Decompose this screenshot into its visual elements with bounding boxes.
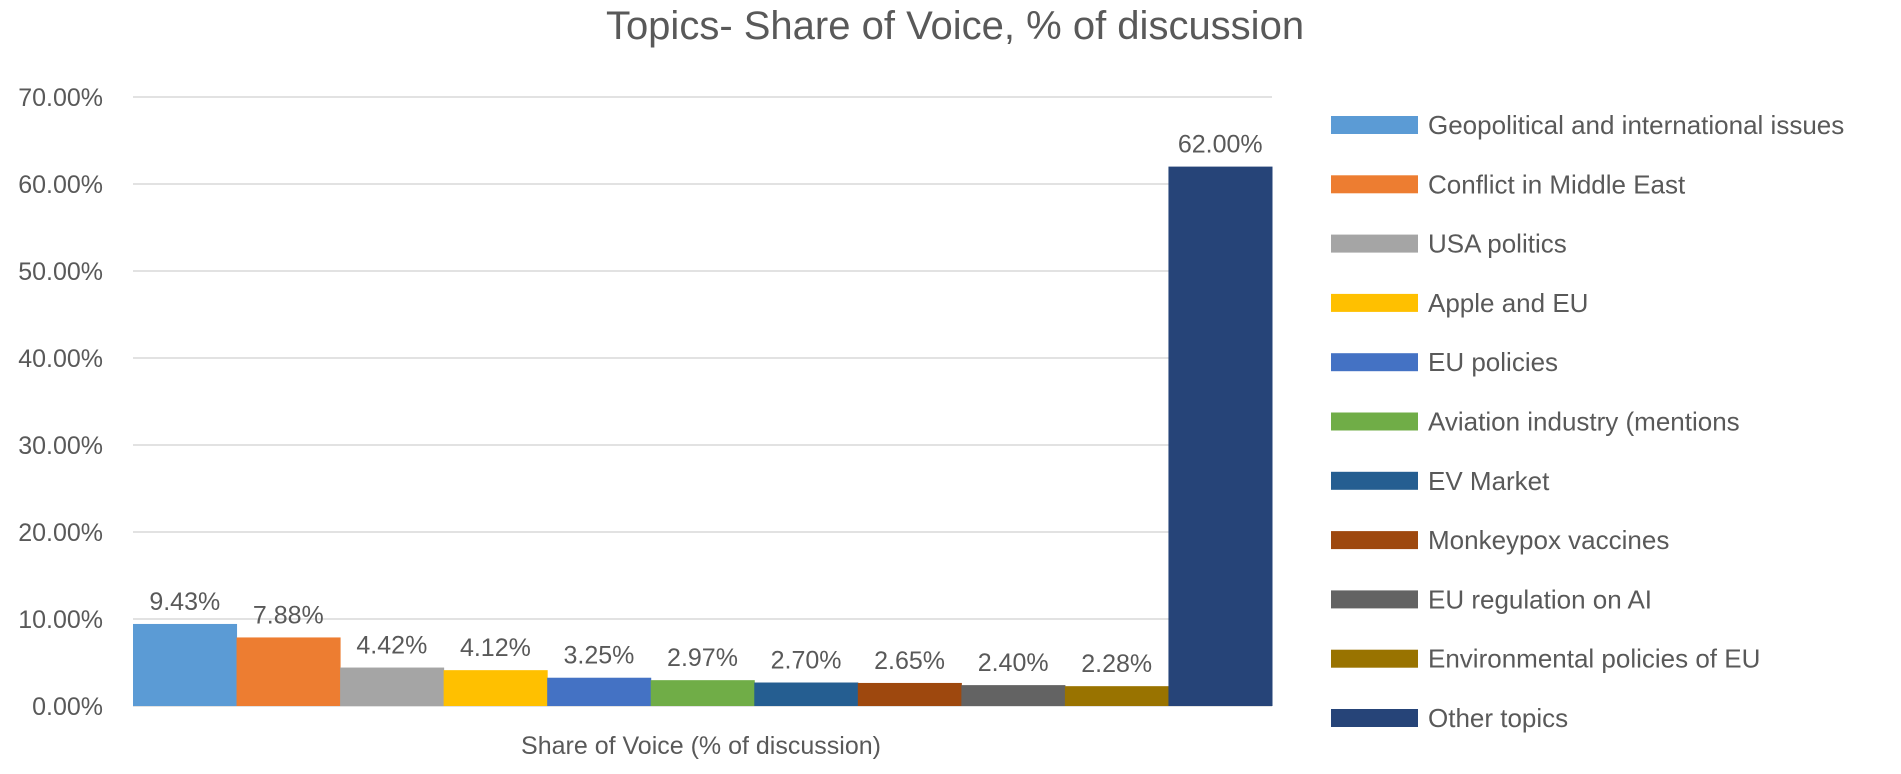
data-label: 3.25%	[564, 642, 635, 670]
chart-title: Topics- Share of Voice, % of discussion	[606, 4, 1304, 48]
legend-swatch	[1331, 234, 1418, 253]
x-axis-label: Share of Voice (% of discussion)	[521, 732, 881, 760]
y-tick-label: 60.00%	[18, 171, 103, 199]
legend-label: Geopolitical and international issues	[1428, 110, 1844, 140]
bar	[133, 623, 238, 706]
legend-swatch	[1331, 649, 1418, 668]
bar	[340, 667, 445, 706]
y-tick-label: 50.00%	[18, 258, 103, 286]
y-tick-label: 40.00%	[18, 345, 103, 373]
data-label: 2.28%	[1081, 650, 1152, 678]
legend-swatch	[1331, 412, 1418, 431]
legend-swatch	[1331, 531, 1418, 550]
legend-label: Conflict in Middle East	[1428, 169, 1686, 199]
data-label: 9.43%	[149, 588, 220, 616]
bar	[1064, 686, 1169, 706]
legend-label: Environmental policies of EU	[1428, 644, 1760, 674]
gridlines	[133, 96, 1272, 707]
legend-swatch	[1331, 353, 1418, 372]
legend-label: Other topics	[1428, 703, 1568, 733]
legend: Geopolitical and international issues Con…	[1331, 110, 1844, 733]
y-tick-label: 0.00%	[32, 693, 103, 721]
data-label: 2.70%	[771, 647, 842, 675]
legend-swatch	[1331, 175, 1418, 194]
legend-label: EU regulation on AI	[1428, 584, 1652, 614]
data-label: 2.97%	[667, 644, 738, 672]
legend-swatch	[1331, 293, 1418, 312]
bar	[443, 670, 548, 706]
legend-swatch	[1331, 709, 1418, 727]
legend-swatch	[1331, 471, 1418, 490]
legend-label: EV Market	[1428, 466, 1550, 496]
y-tick-label: 30.00%	[18, 432, 103, 460]
legend-label: EU policies	[1428, 347, 1558, 377]
y-axis-ticks: 0.00% 10.00% 20.00% 30.00% 40.00% 50.00% 60.00…	[18, 84, 103, 721]
data-label: 4.12%	[460, 634, 531, 662]
bar	[236, 637, 341, 706]
bar	[547, 677, 652, 706]
data-label: 4.42%	[356, 632, 427, 660]
y-tick-label: 10.00%	[18, 606, 103, 634]
legend-label: Aviation industry (mentions	[1428, 407, 1740, 437]
data-label: 2.40%	[978, 649, 1049, 677]
legend-swatch	[1331, 590, 1418, 609]
bar	[1168, 166, 1273, 707]
bar	[754, 682, 859, 706]
legend-label: Monkeypox vaccines	[1428, 525, 1669, 555]
data-label: 2.65%	[874, 647, 945, 675]
bar	[857, 682, 962, 706]
bar	[650, 680, 755, 706]
bars	[133, 166, 1273, 707]
y-tick-label: 20.00%	[18, 519, 103, 547]
data-labels: 9.43% 7.88% 4.42% 4.12% 3.25% 2.97% 2.70% 2.65%…	[149, 131, 1262, 679]
legend-swatch	[1331, 116, 1418, 134]
data-label: 7.88%	[253, 601, 324, 629]
data-label: 62.00%	[1178, 131, 1263, 159]
y-tick-label: 70.00%	[18, 84, 103, 112]
legend-label: USA politics	[1428, 229, 1567, 259]
legend-label: Apple and EU	[1428, 288, 1588, 318]
bar	[961, 685, 1066, 706]
